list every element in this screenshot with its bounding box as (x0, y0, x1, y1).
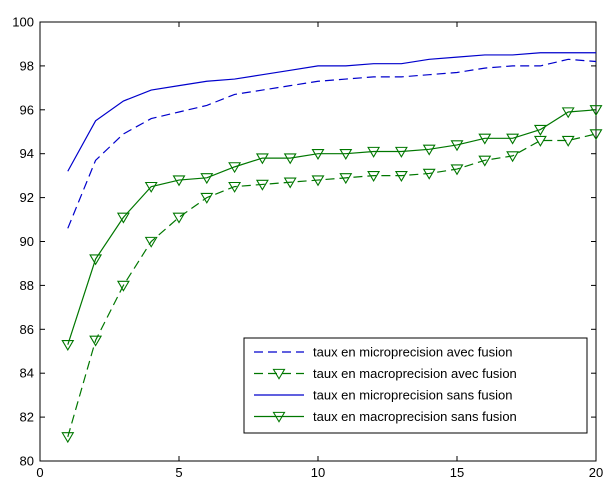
series-2 (61, 129, 603, 444)
data-point (422, 168, 436, 180)
data-point (228, 181, 242, 193)
legend-entry: taux en macroprecision sans fusion (254, 409, 517, 424)
data-point (561, 135, 575, 147)
series-1 (67, 58, 597, 229)
x-tick-label: 15 (450, 465, 464, 479)
data-point (506, 133, 520, 145)
data-point (116, 280, 130, 292)
axis-ticks: 0 5 10 15 20 80 82 84 86 88 90 92 94 96 98 100 (12, 15, 603, 479)
y-tick-label: 84 (20, 366, 34, 381)
series-line (67, 52, 596, 172)
legend-label: taux en microprecision avec fusion (313, 345, 512, 360)
data-point (589, 129, 603, 141)
legend-entry: taux en microprecision avec fusion (254, 345, 512, 360)
y-tick-label: 96 (20, 102, 34, 117)
legend-label: taux en microprecision sans fusion (313, 388, 512, 403)
data-point (200, 173, 214, 185)
legend-label: taux en macroprecision avec fusion (313, 366, 517, 381)
data-point (478, 155, 492, 167)
data-point (255, 153, 269, 165)
x-tick-label: 5 (175, 465, 182, 479)
data-point (144, 181, 158, 193)
y-tick-label: 80 (20, 454, 34, 469)
data-point (311, 175, 325, 187)
x-tick-label: 20 (589, 465, 603, 479)
data-point (367, 170, 381, 182)
data-point (200, 192, 214, 204)
data-point (589, 105, 603, 117)
legend-marker (272, 368, 286, 380)
data-point (533, 124, 547, 136)
series-3 (67, 52, 596, 172)
series-line (67, 133, 597, 438)
data-point (283, 177, 297, 189)
y-tick-label: 98 (20, 58, 34, 73)
data-point (228, 162, 242, 174)
x-tick-label: 10 (311, 465, 325, 479)
data-point (339, 173, 353, 185)
series-layer (61, 52, 603, 444)
data-point (311, 149, 325, 161)
data-point (61, 339, 75, 351)
series-4 (61, 105, 603, 351)
x-tick-label: 0 (36, 465, 43, 479)
series-line (67, 109, 597, 345)
data-point (561, 107, 575, 119)
y-tick-label: 90 (20, 234, 34, 249)
legend: taux en microprecision avec fusion taux e… (243, 337, 588, 434)
data-point (506, 151, 520, 163)
data-point (478, 133, 492, 145)
data-point (172, 212, 186, 224)
data-point (422, 144, 436, 156)
data-point (89, 335, 103, 347)
legend-box (243, 337, 588, 434)
y-tick-label: 88 (20, 278, 34, 293)
data-point (116, 212, 130, 224)
legend-entry: taux en macroprecision avec fusion (254, 366, 517, 381)
data-point (172, 175, 186, 187)
data-point (61, 432, 75, 444)
legend-entry: taux en microprecision sans fusion (254, 388, 512, 403)
data-point (394, 146, 408, 158)
data-point (144, 236, 158, 248)
legend-label: taux en macroprecision sans fusion (313, 409, 517, 424)
data-point (367, 146, 381, 158)
data-point (394, 170, 408, 182)
data-point (283, 153, 297, 165)
data-point (450, 164, 464, 176)
series-line (67, 58, 597, 229)
y-tick-label: 82 (20, 410, 34, 425)
legend-marker (272, 411, 286, 423)
data-point (255, 179, 269, 191)
y-tick-label: 86 (20, 322, 34, 337)
data-point (450, 140, 464, 152)
data-point (339, 149, 353, 161)
y-tick-label: 100 (12, 15, 34, 30)
data-point (533, 135, 547, 147)
y-tick-label: 92 (20, 190, 34, 205)
data-point (89, 254, 103, 266)
y-tick-label: 94 (20, 146, 34, 161)
